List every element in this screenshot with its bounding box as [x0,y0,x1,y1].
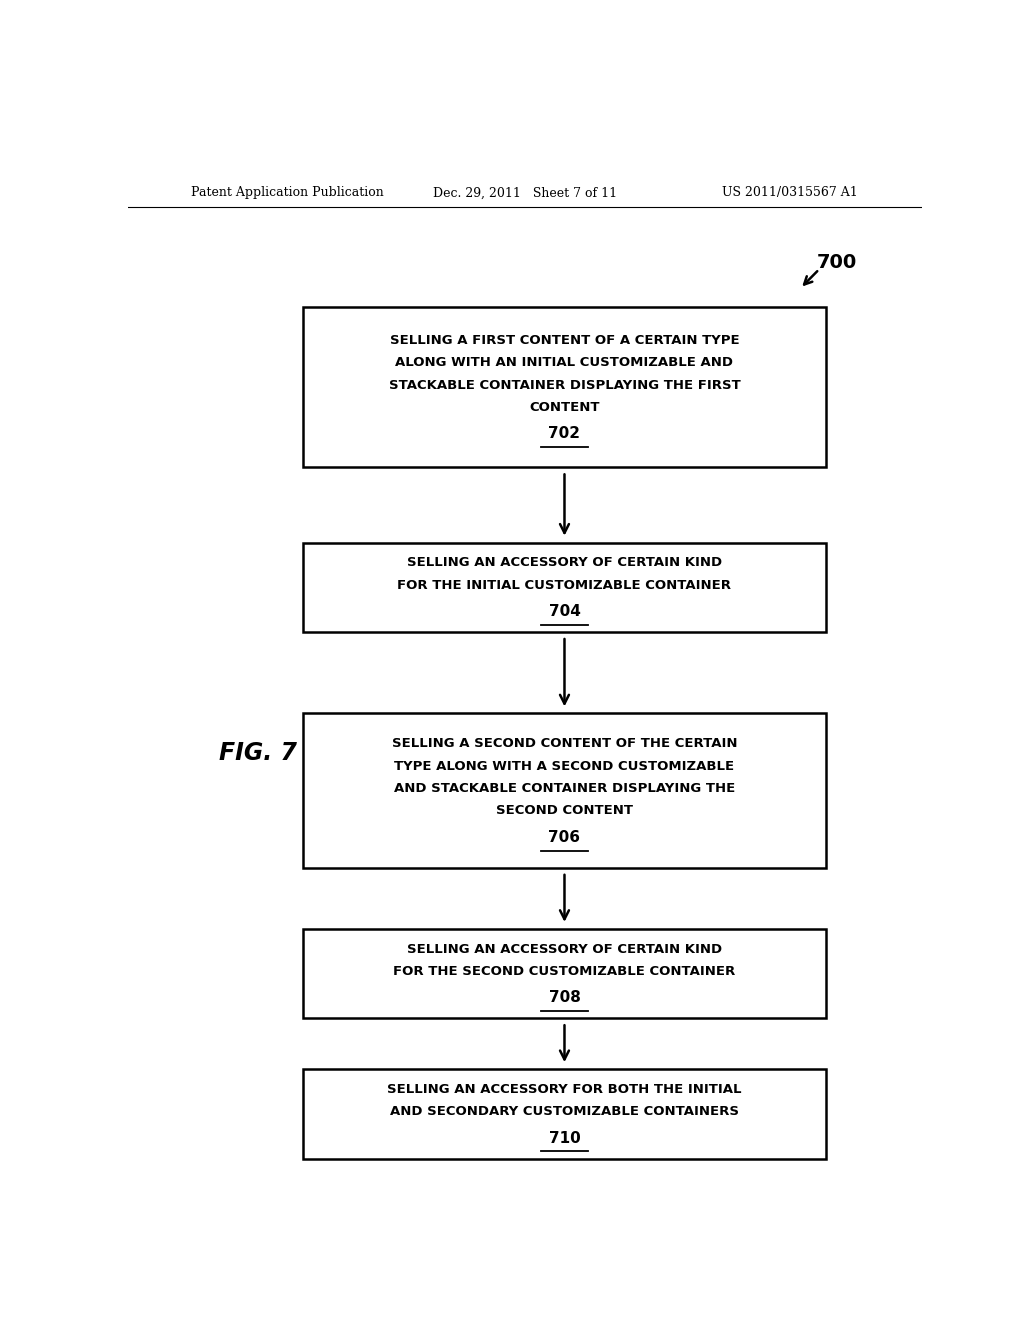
Text: FOR THE INITIAL CUSTOMIZABLE CONTAINER: FOR THE INITIAL CUSTOMIZABLE CONTAINER [397,578,731,591]
Text: SELLING A SECOND CONTENT OF THE CERTAIN: SELLING A SECOND CONTENT OF THE CERTAIN [392,738,737,750]
Text: SELLING AN ACCESSORY OF CERTAIN KIND: SELLING AN ACCESSORY OF CERTAIN KIND [407,557,722,569]
Text: Dec. 29, 2011   Sheet 7 of 11: Dec. 29, 2011 Sheet 7 of 11 [433,186,616,199]
Text: 706: 706 [549,830,581,845]
Bar [303,1069,826,1159]
Text: US 2011/0315567 A1: US 2011/0315567 A1 [722,186,858,199]
Text: AND STACKABLE CONTAINER DISPLAYING THE: AND STACKABLE CONTAINER DISPLAYING THE [394,781,735,795]
Bar [303,713,826,867]
Text: SECOND CONTENT: SECOND CONTENT [496,804,633,817]
Text: SELLING AN ACCESSORY OF CERTAIN KIND: SELLING AN ACCESSORY OF CERTAIN KIND [407,942,722,956]
Text: FIG. 7: FIG. 7 [219,741,297,766]
Text: 700: 700 [817,252,857,272]
Text: 704: 704 [549,605,581,619]
Text: SELLING A FIRST CONTENT OF A CERTAIN TYPE: SELLING A FIRST CONTENT OF A CERTAIN TYP… [390,334,739,347]
Bar [303,543,826,632]
Bar [303,929,826,1018]
Text: TYPE ALONG WITH A SECOND CUSTOMIZABLE: TYPE ALONG WITH A SECOND CUSTOMIZABLE [394,760,734,772]
Text: ALONG WITH AN INITIAL CUSTOMIZABLE AND: ALONG WITH AN INITIAL CUSTOMIZABLE AND [395,356,733,370]
Text: AND SECONDARY CUSTOMIZABLE CONTAINERS: AND SECONDARY CUSTOMIZABLE CONTAINERS [390,1105,739,1118]
Bar [303,306,826,467]
Text: Patent Application Publication: Patent Application Publication [191,186,384,199]
Text: 710: 710 [549,1131,581,1146]
Text: CONTENT: CONTENT [529,401,600,414]
Text: 702: 702 [549,426,581,441]
Text: FOR THE SECOND CUSTOMIZABLE CONTAINER: FOR THE SECOND CUSTOMIZABLE CONTAINER [393,965,735,978]
Text: 708: 708 [549,990,581,1006]
Text: STACKABLE CONTAINER DISPLAYING THE FIRST: STACKABLE CONTAINER DISPLAYING THE FIRST [388,379,740,392]
Text: SELLING AN ACCESSORY FOR BOTH THE INITIAL: SELLING AN ACCESSORY FOR BOTH THE INITIA… [387,1082,741,1096]
